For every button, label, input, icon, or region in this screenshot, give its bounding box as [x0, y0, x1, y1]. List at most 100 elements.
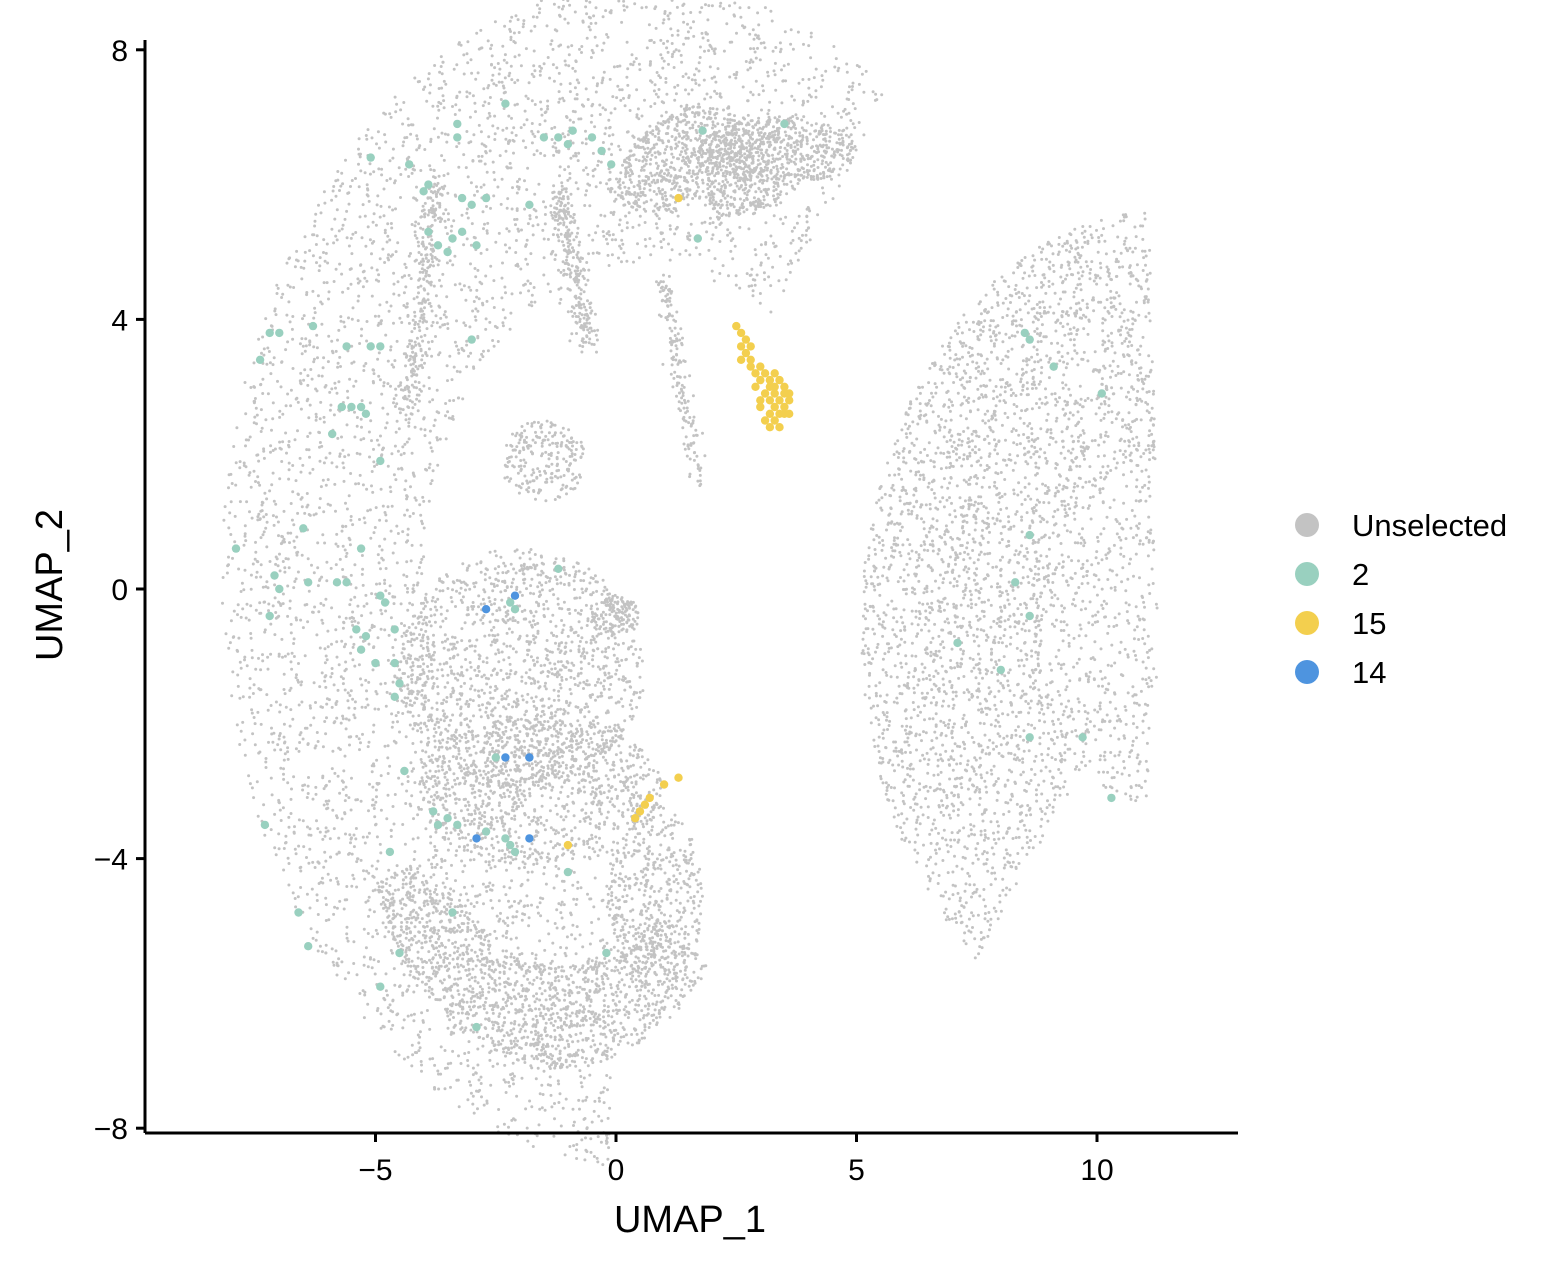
unselected-point — [267, 350, 271, 353]
unselected-point — [536, 1066, 540, 1070]
unselected-point — [358, 473, 362, 477]
unselected-point — [612, 65, 616, 69]
unselected-point — [428, 91, 432, 95]
unselected-point — [726, 180, 730, 184]
unselected-point — [287, 300, 291, 304]
unselected-point — [608, 1076, 612, 1080]
unselected-point — [301, 344, 305, 348]
unselected-point — [286, 531, 290, 535]
unselected-point — [505, 929, 509, 933]
unselected-point — [400, 275, 404, 279]
unselected-point — [496, 1125, 500, 1129]
unselected-point — [457, 141, 461, 145]
unselected-point — [613, 1033, 617, 1037]
unselected-point — [530, 72, 534, 76]
unselected-point — [233, 514, 237, 518]
unselected-point — [655, 214, 659, 218]
unselected-point — [345, 885, 349, 888]
unselected-point — [436, 776, 440, 780]
unselected-point — [751, 28, 755, 32]
unselected-point — [515, 217, 519, 221]
unselected-point — [563, 998, 566, 1002]
unselected-point — [405, 494, 409, 498]
unselected-point — [653, 83, 657, 87]
unselected-point — [533, 103, 537, 106]
unselected-point — [455, 369, 459, 373]
unselected-point — [435, 677, 439, 681]
unselected-point — [700, 31, 704, 35]
unselected-point — [530, 870, 534, 874]
unselected-point — [329, 403, 333, 407]
unselected-point — [665, 92, 669, 96]
unselected-point — [331, 351, 335, 355]
unselected-point — [511, 705, 514, 709]
unselected-point — [459, 586, 463, 590]
unselected-point — [424, 724, 428, 728]
unselected-point — [392, 321, 395, 325]
unselected-point — [447, 723, 451, 727]
unselected-point — [439, 625, 443, 629]
unselected-point — [566, 133, 570, 137]
unselected-point — [808, 238, 812, 242]
unselected-point — [575, 1024, 579, 1028]
unselected-point — [388, 764, 392, 768]
unselected-point — [529, 252, 533, 256]
unselected-point — [746, 68, 750, 72]
unselected-point — [452, 399, 456, 402]
unselected-point — [545, 24, 549, 28]
unselected-point — [468, 325, 472, 329]
unselected-point — [521, 551, 525, 555]
unselected-point — [659, 53, 663, 57]
unselected-point — [387, 1019, 391, 1023]
unselected-point — [757, 37, 761, 41]
unselected-point — [511, 619, 515, 623]
unselected-point — [488, 691, 492, 695]
unselected-point — [313, 224, 317, 228]
unselected-point — [483, 222, 486, 226]
unselected-point — [384, 925, 388, 929]
unselected-point — [311, 936, 315, 940]
unselected-point — [588, 1073, 592, 1077]
unselected-point — [694, 67, 698, 71]
unselected-point — [314, 744, 318, 748]
unselected-point — [484, 151, 488, 155]
unselected-point — [766, 140, 770, 144]
unselected-point — [260, 351, 263, 355]
unselected-point — [589, 641, 593, 645]
unselected-point — [664, 77, 668, 80]
unselected-point — [480, 142, 484, 146]
unselected-point — [369, 419, 373, 423]
unselected-point — [344, 660, 348, 664]
unselected-point — [300, 553, 304, 557]
unselected-point — [496, 62, 500, 65]
unselected-point — [542, 237, 546, 241]
unselected-point — [485, 299, 489, 303]
unselected-point — [329, 855, 332, 859]
unselected-point — [402, 1018, 406, 1022]
unselected-point — [603, 585, 607, 589]
unselected-point — [626, 83, 630, 87]
unselected-point — [254, 608, 258, 612]
unselected-point — [406, 687, 410, 691]
unselected-point — [401, 445, 405, 449]
unselected-point — [479, 251, 483, 255]
unselected-point — [344, 501, 347, 505]
unselected-point — [515, 1094, 519, 1098]
unselected-point — [402, 573, 406, 577]
unselected-point — [821, 186, 824, 190]
unselected-point — [421, 622, 425, 626]
unselected-point — [438, 953, 442, 957]
unselected-point — [409, 277, 413, 281]
unselected-point — [551, 47, 555, 51]
unselected-point — [616, 700, 620, 704]
unselected-point — [416, 977, 420, 981]
unselected-point — [591, 591, 595, 595]
unselected-point — [355, 734, 359, 738]
unselected-point — [767, 115, 771, 119]
unselected-point — [561, 1106, 565, 1110]
unselected-point — [294, 577, 298, 581]
unselected-point — [455, 145, 459, 149]
unselected-point — [558, 1092, 562, 1096]
unselected-point — [349, 808, 353, 812]
unselected-point — [375, 795, 378, 799]
